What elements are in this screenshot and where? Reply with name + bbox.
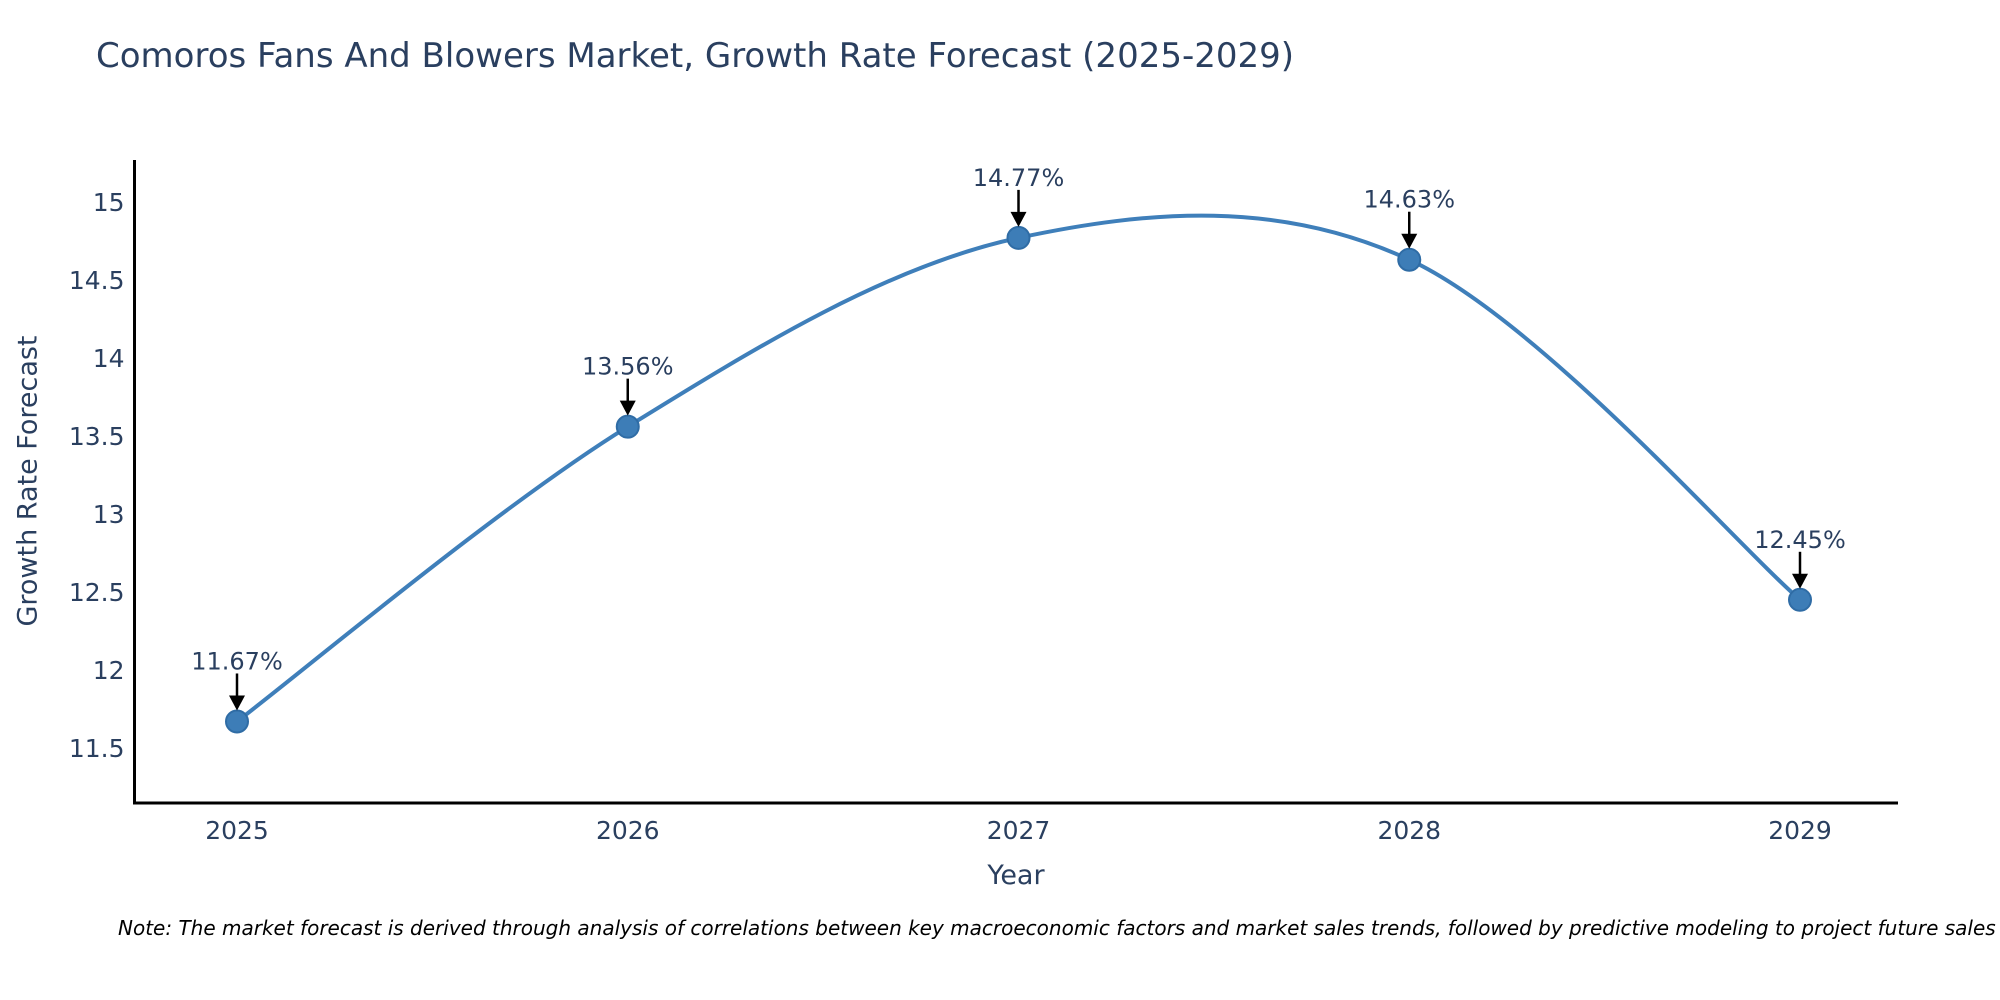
- annotation-arrowhead: [229, 695, 245, 711]
- x-tick-label: 2026: [596, 816, 660, 845]
- annotation-arrowhead: [1401, 233, 1418, 249]
- annotation-arrowhead: [619, 400, 636, 416]
- chart-footnote: Note: The market forecast is derived thr…: [118, 916, 1996, 940]
- x-tick-label: 2025: [205, 816, 269, 845]
- annotation-label: 11.67%: [191, 647, 283, 675]
- x-tick-label: 2028: [1377, 816, 1441, 845]
- x-tick-label: 2027: [987, 816, 1051, 845]
- data-point-marker-2029: [1788, 587, 1812, 612]
- y-tick-label: 12: [93, 656, 125, 685]
- y-tick-label: 11.5: [69, 734, 125, 763]
- annotation-arrowhead: [1792, 573, 1808, 589]
- y-tick-label: 14.5: [69, 266, 125, 295]
- annotation-arrowhead: [1010, 211, 1027, 227]
- data-point-marker-2028: [1397, 247, 1422, 272]
- y-tick-label: 14: [93, 344, 125, 373]
- x-axis-title: Year: [987, 860, 1045, 891]
- series-line: [235, 213, 1802, 724]
- annotation-label: 14.63%: [1363, 186, 1455, 214]
- y-tick-label: 12.5: [69, 578, 125, 607]
- data-point-marker-2025: [225, 709, 249, 734]
- annotation-label: 12.45%: [1754, 526, 1846, 554]
- x-tick-label: 2029: [1768, 816, 1832, 845]
- y-tick-label: 13.5: [69, 422, 125, 451]
- annotation-label: 14.77%: [973, 164, 1065, 192]
- y-tick-label: 13: [93, 500, 125, 529]
- y-tick-label: 15: [93, 188, 125, 217]
- data-point-marker-2027: [1006, 225, 1031, 250]
- chart-title: Comoros Fans And Blowers Market, Growth …: [96, 36, 1295, 76]
- annotation-label: 13.56%: [582, 353, 674, 381]
- data-point-marker-2026: [615, 414, 640, 439]
